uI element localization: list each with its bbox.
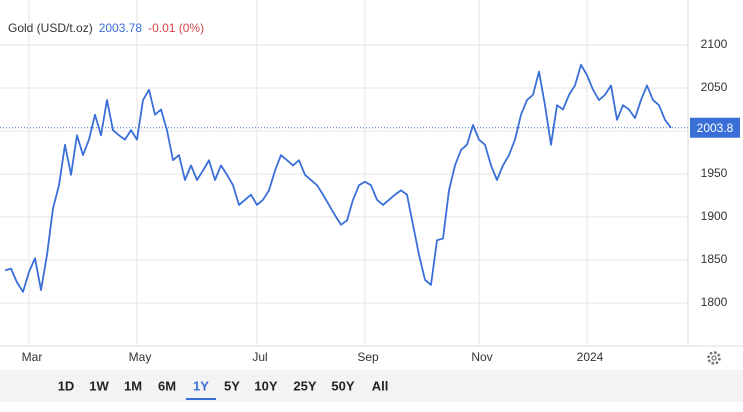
price-change: -0.01 (0%)	[148, 21, 204, 35]
y-tick-label: 1950	[701, 166, 728, 180]
y-tick-label: 1850	[701, 252, 728, 266]
x-tick-label: 2024	[577, 350, 604, 364]
range-bar	[0, 370, 743, 402]
x-tick-label: Nov	[471, 350, 492, 364]
last-value-label: 2003.8	[697, 121, 734, 135]
range-button[interactable]: 50Y	[331, 378, 354, 393]
range-button[interactable]: 25Y	[293, 378, 316, 393]
range-button[interactable]: All	[372, 378, 389, 393]
x-tick-label: Sep	[357, 350, 379, 364]
range-button[interactable]: 1Y	[193, 378, 209, 393]
x-tick-label: Jul	[252, 350, 267, 364]
y-tick-label: 1900	[701, 209, 728, 223]
range-button[interactable]: 1D	[58, 378, 75, 393]
last-value-tag	[690, 117, 740, 138]
chart-title: Gold (USD/t.oz)	[8, 21, 93, 35]
active-range-underline	[186, 398, 216, 400]
range-button[interactable]: 5Y	[224, 378, 240, 393]
price-line	[4, 63, 672, 293]
y-tick-label: 2050	[701, 80, 728, 94]
price: 2003.78	[99, 21, 143, 35]
settings-icon[interactable]	[707, 351, 721, 365]
x-tick-label: Mar	[22, 350, 43, 364]
x-tick-label: May	[129, 350, 152, 364]
range-button[interactable]: 10Y	[254, 378, 277, 393]
range-button[interactable]: 1M	[124, 378, 142, 393]
y-tick-label: 1800	[701, 295, 728, 309]
range-button[interactable]: 6M	[158, 378, 176, 393]
y-tick-label: 2100	[701, 37, 728, 51]
plot	[4, 63, 672, 293]
range-button[interactable]: 1W	[89, 378, 109, 393]
